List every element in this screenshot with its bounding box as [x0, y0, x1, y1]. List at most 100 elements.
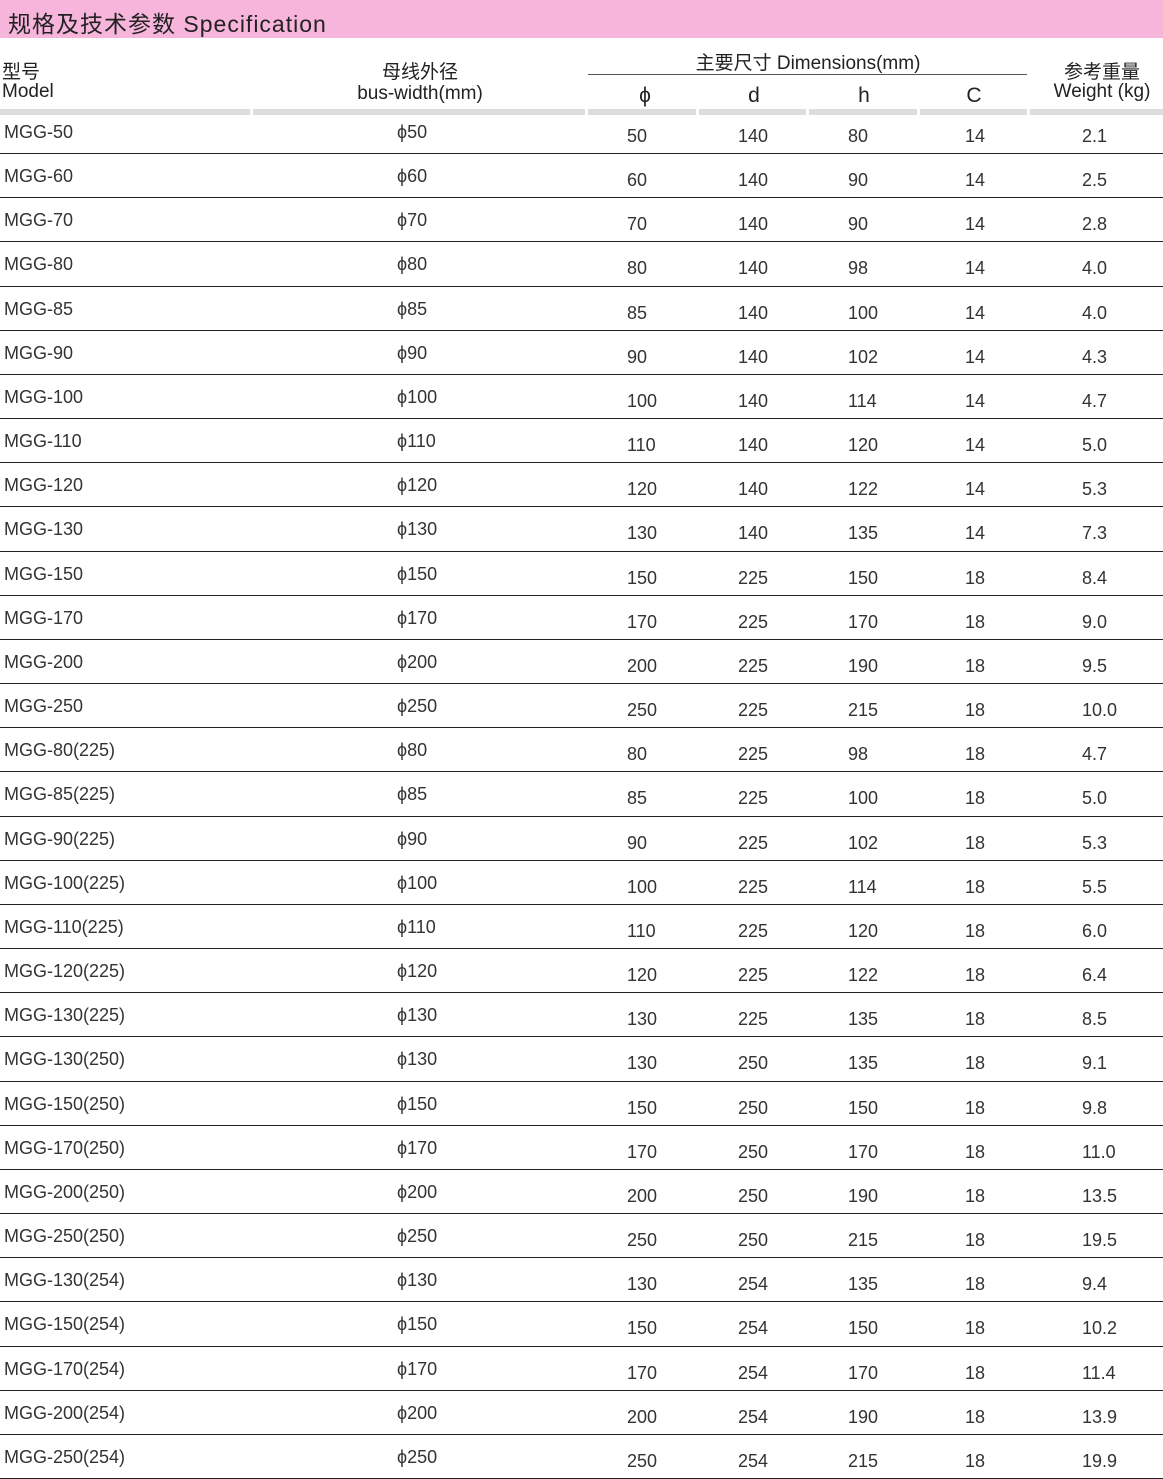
cell-phi: 200 — [627, 1185, 658, 1206]
cell-bus-width: ϕ80 — [397, 254, 428, 275]
cell-weight: 6.0 — [1082, 920, 1108, 941]
cell-h: 122 — [848, 479, 879, 500]
cell-weight: 7.3 — [1082, 523, 1108, 544]
header-underline — [588, 109, 696, 115]
cell-d: 225 — [738, 655, 769, 676]
cell-bus-width: ϕ130 — [397, 519, 438, 540]
cell-model: MGG-150 — [4, 563, 84, 584]
table-row: MGG-120(225) ϕ120 120 225 122 18 6.4 — [0, 949, 1163, 994]
cell-model: MGG-70 — [4, 210, 74, 231]
cell-h: 135 — [848, 1009, 879, 1030]
cell-c: 18 — [965, 1097, 986, 1118]
cell-weight: 4.7 — [1082, 390, 1108, 411]
cell-bus-width: ϕ100 — [397, 872, 438, 893]
header-underline — [809, 109, 917, 115]
header-model-cn: 型号 — [2, 62, 41, 83]
cell-h: 120 — [848, 920, 879, 941]
cell-c: 18 — [965, 920, 986, 941]
cell-bus-width: ϕ170 — [397, 1137, 438, 1158]
cell-h: 90 — [848, 214, 869, 235]
cell-model: MGG-150(254) — [4, 1314, 126, 1335]
cell-d: 250 — [738, 1097, 769, 1118]
table-row: MGG-80(225) ϕ80 80 225 98 18 4.7 — [0, 728, 1163, 773]
cell-d: 140 — [738, 170, 769, 191]
cell-c: 18 — [965, 1141, 986, 1162]
cell-phi: 200 — [627, 655, 658, 676]
cell-c: 14 — [965, 346, 986, 367]
table-row: MGG-200(254) ϕ200 200 254 190 18 13.9 — [0, 1391, 1163, 1435]
cell-model: MGG-60 — [4, 166, 74, 187]
cell-bus-width: ϕ200 — [397, 1181, 438, 1202]
header-dimensions: 主要尺寸 Dimensions(mm) — [695, 53, 921, 74]
cell-weight: 13.9 — [1082, 1406, 1118, 1427]
cell-phi: 150 — [627, 1318, 658, 1339]
cell-bus-width: ϕ120 — [397, 961, 438, 982]
cell-phi: 170 — [627, 1362, 658, 1383]
cell-d: 254 — [738, 1362, 769, 1383]
cell-weight: 13.5 — [1082, 1185, 1118, 1206]
table-row: MGG-150(250) ϕ150 150 250 150 18 9.8 — [0, 1082, 1163, 1126]
cell-model: MGG-85(225) — [4, 784, 116, 805]
cell-c: 18 — [965, 1009, 986, 1030]
cell-bus-width: ϕ85 — [397, 298, 428, 319]
cell-d: 225 — [738, 567, 769, 588]
header-underline — [0, 109, 250, 115]
cell-d: 140 — [738, 435, 769, 456]
cell-c: 18 — [965, 788, 986, 809]
cell-weight: 5.3 — [1082, 479, 1108, 500]
cell-d: 140 — [738, 523, 769, 544]
cell-bus-width: ϕ170 — [397, 607, 438, 628]
cell-d: 225 — [738, 611, 769, 632]
table-row: MGG-90(225) ϕ90 90 225 102 18 5.3 — [0, 817, 1163, 861]
cell-h: 150 — [848, 567, 879, 588]
cell-h: 150 — [848, 1318, 879, 1339]
header-underline — [1030, 109, 1163, 115]
table-row: MGG-130 ϕ130 130 140 135 14 7.3 — [0, 507, 1163, 552]
cell-model: MGG-150(250) — [4, 1093, 126, 1114]
cell-c: 18 — [965, 1318, 986, 1339]
table-row: MGG-250(254) ϕ250 250 254 215 18 19.9 — [0, 1435, 1163, 1479]
cell-d: 250 — [738, 1230, 769, 1251]
cell-phi: 150 — [627, 1097, 658, 1118]
cell-model: MGG-100(225) — [4, 872, 126, 893]
cell-weight: 19.5 — [1082, 1230, 1118, 1251]
cell-model: MGG-130 — [4, 519, 84, 540]
cell-h: 100 — [848, 302, 879, 323]
table-row: MGG-90 ϕ90 90 140 102 14 4.3 — [0, 331, 1163, 375]
dimensions-divider — [588, 74, 1027, 75]
cell-d: 140 — [738, 258, 769, 279]
cell-weight: 9.8 — [1082, 1097, 1108, 1118]
cell-weight: 5.5 — [1082, 876, 1108, 897]
cell-weight: 2.1 — [1082, 126, 1108, 146]
cell-c: 18 — [965, 611, 986, 632]
cell-d: 225 — [738, 700, 769, 721]
cell-weight: 5.0 — [1082, 435, 1108, 456]
cell-d: 225 — [738, 832, 769, 853]
cell-weight: 9.4 — [1082, 1274, 1108, 1295]
cell-h: 150 — [848, 1097, 879, 1118]
cell-phi: 70 — [627, 214, 648, 235]
cell-phi: 50 — [627, 126, 648, 146]
cell-bus-width: ϕ130 — [397, 1005, 438, 1026]
cell-d: 250 — [738, 1053, 769, 1074]
cell-d: 254 — [738, 1274, 769, 1295]
header-h: h — [858, 84, 870, 107]
cell-d: 140 — [738, 302, 769, 323]
cell-model: MGG-170(254) — [4, 1358, 126, 1379]
cell-c: 18 — [965, 832, 986, 853]
cell-h: 122 — [848, 965, 879, 986]
header-weight-cn: 参考重量 — [1063, 62, 1141, 83]
cell-h: 215 — [848, 1230, 879, 1251]
table-row: MGG-85 ϕ85 85 140 100 14 4.0 — [0, 287, 1163, 331]
cell-weight: 6.4 — [1082, 965, 1108, 986]
cell-weight: 11.0 — [1082, 1141, 1116, 1162]
cell-model: MGG-90(225) — [4, 828, 116, 849]
cell-weight: 9.5 — [1082, 655, 1108, 676]
cell-phi: 250 — [627, 1230, 658, 1251]
cell-model: MGG-200(250) — [4, 1181, 126, 1202]
cell-phi: 85 — [627, 302, 648, 323]
cell-bus-width: ϕ80 — [397, 740, 428, 761]
cell-h: 102 — [848, 832, 879, 853]
cell-model: MGG-110 — [4, 431, 82, 452]
cell-phi: 90 — [627, 832, 648, 853]
